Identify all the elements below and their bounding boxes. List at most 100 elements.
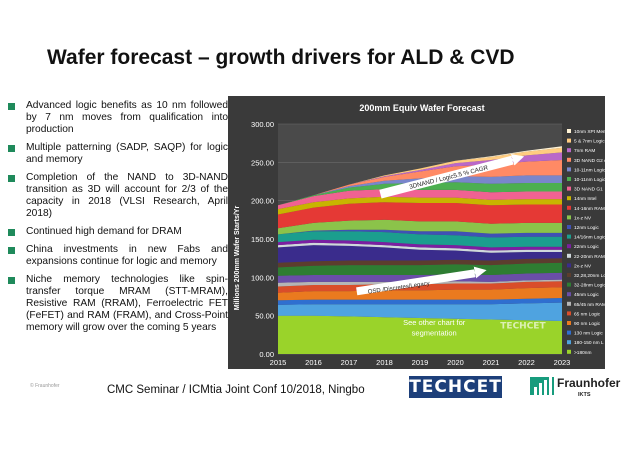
area-series-32-28nm-logic (278, 262, 562, 276)
y-tick-label: 100.00 (251, 273, 274, 282)
legend-swatch (567, 138, 571, 143)
area-series-22nm-logic (278, 239, 562, 251)
area-series-1x-z-nv (278, 219, 562, 235)
legend-label: 65 nm Logic (574, 311, 601, 317)
legend-swatch (567, 330, 571, 335)
wafer-forecast-chart: 200mm Equiv Wafer Forecast 0.00 50.00 100.… (228, 96, 605, 369)
x-tick-label: 2022 (518, 358, 535, 367)
legend-label: 90 nm Logic (574, 321, 601, 327)
copyright: © Fraunhofer (30, 383, 60, 389)
legend-label: 180-150 nm L (574, 340, 604, 346)
legend-swatch (567, 215, 571, 220)
legend-swatch (567, 167, 571, 172)
legend-swatch (567, 157, 571, 162)
area-series-10-11nm-logic (278, 175, 562, 206)
bullet-item: Advanced logic benefits as 10 nm followe… (8, 100, 228, 136)
fraunhofer-logo: Fraunhofer IKTS (530, 376, 620, 398)
slide-title: Wafer forecast – growth drivers for ALD … (47, 46, 515, 69)
bullet-text: China investments in new Fabs and expans… (26, 244, 228, 267)
x-tick-label: 2021 (483, 358, 500, 367)
area-series-14-16nm-ram (278, 202, 562, 229)
x-tick-label: 2020 (447, 358, 464, 367)
fraunhofer-mark-icon (530, 377, 554, 395)
area-series-5-7nm-logic (278, 147, 562, 206)
legend-label: 22nm Logic (574, 244, 599, 250)
legend-label: 10-11nm Logic (574, 167, 605, 173)
area-series-3d-nand-g2-etc (278, 160, 562, 206)
x-tick-label: 2017 (341, 358, 358, 367)
techcet-logo: TECHCET (409, 376, 502, 398)
legend-swatch (567, 234, 571, 239)
bullet-item: China investments in new Fabs and expans… (8, 244, 228, 268)
legend-swatch (567, 282, 571, 287)
bullet-square-icon (8, 277, 15, 284)
legend-swatch (567, 129, 571, 133)
legend-label: 12nm Logic (574, 225, 599, 231)
bullet-item: Continued high demand for DRAM (8, 226, 228, 238)
area-series-7nm-ram (278, 152, 562, 206)
chart-svg: 200mm Equiv Wafer Forecast 0.00 50.00 100.… (234, 103, 605, 367)
bullet-list: Advanced logic benefits as 10 nm followe… (8, 100, 228, 340)
bullet-text: Advanced logic benefits as 10 nm followe… (26, 100, 228, 135)
legend-label: 10-11nm Logic (574, 177, 605, 183)
legend-label: 14/16nm Logic (574, 235, 605, 241)
area-series-130-nm-logic (278, 298, 562, 305)
legacy-arrow-band (356, 269, 476, 296)
fraunhofer-institute: IKTS (578, 392, 591, 398)
legend-swatch (567, 301, 571, 306)
legend-label: 1x-z NV (574, 215, 592, 221)
legend-swatch (567, 186, 571, 191)
bullet-text: Continued high demand for DRAM (26, 226, 182, 237)
bullet-square-icon (8, 175, 15, 182)
legend-label: 2x-z NV (574, 263, 592, 269)
legend-swatch (567, 148, 571, 153)
legend-label: 5 & 7nm Logic (574, 139, 605, 145)
legend-swatch (567, 205, 571, 210)
area-series-14-16nm-logic (278, 231, 562, 248)
legend-swatch (567, 321, 571, 325)
legend-swatch (567, 273, 571, 277)
growth-arrow-band (379, 155, 514, 199)
growth-arrow-head-icon (508, 154, 525, 166)
fraunhofer-name: Fraunhofer (557, 376, 621, 390)
legend-label: 32,28,20nm Logic (574, 273, 605, 279)
area-series-14nm-intel (278, 196, 562, 215)
area-series-2x-z-nv (278, 245, 562, 263)
legend-label: 10nm XPt Memory (574, 129, 605, 135)
legend-swatch (567, 340, 571, 345)
area-series-180-150-nm-l (278, 302, 562, 321)
legend-swatch (567, 292, 571, 297)
bullet-square-icon (8, 103, 15, 110)
bullet-text: Multiple patterning (SADP, SAQP) for log… (26, 142, 228, 165)
legend-swatch (567, 349, 571, 354)
annotation-segmentation: See other chart for (403, 318, 466, 327)
legend-swatch (567, 225, 571, 229)
bullet-text: Niche memory technologies like spin-tran… (26, 274, 228, 333)
x-tick-label: 2019 (412, 358, 429, 367)
legend-label: 3D NAND G1 (574, 187, 603, 193)
legend-label: >180nm (574, 350, 591, 356)
bullet-item: Niche memory technologies like spin-tran… (8, 274, 228, 334)
legend-label: 3D NAND G2 etc (574, 158, 605, 164)
chart-title: 200mm Equiv Wafer Forecast (359, 103, 484, 113)
area-series-90-nm-logic (278, 287, 562, 301)
bullet-square-icon (8, 247, 15, 254)
legend-label: 32-28nm Logic (574, 283, 605, 289)
y-tick-label: 50.00 (255, 312, 274, 321)
legend-label: 22-20nm RAM (574, 254, 605, 260)
area-series-65-nm-logic (278, 281, 562, 293)
x-tick-label: 2018 (376, 358, 393, 367)
y-tick-label: 300.00 (251, 120, 274, 129)
area-series-180nm (278, 315, 562, 354)
x-tick-label: 2016 (305, 358, 322, 367)
legend-label: 14nm Intel (574, 196, 596, 202)
footer-text: CMC Seminar / ICMtia Joint Conf 10/2018,… (107, 384, 365, 396)
legend-label: 130 nm Logic (574, 331, 603, 337)
y-axis-label: Millions 200mm Wafer Starts/Yr (234, 206, 241, 311)
techcet-watermark: TECHCET (500, 322, 546, 332)
bullet-text: Completion of the NAND to 3D-NAND transi… (26, 172, 228, 219)
annotation-segmentation: segmentation (412, 329, 457, 338)
bullet-item: Multiple patterning (SADP, SAQP) for log… (8, 142, 228, 166)
legend-label: 14-16nm RAM (574, 206, 605, 212)
legend-swatch (567, 177, 571, 181)
